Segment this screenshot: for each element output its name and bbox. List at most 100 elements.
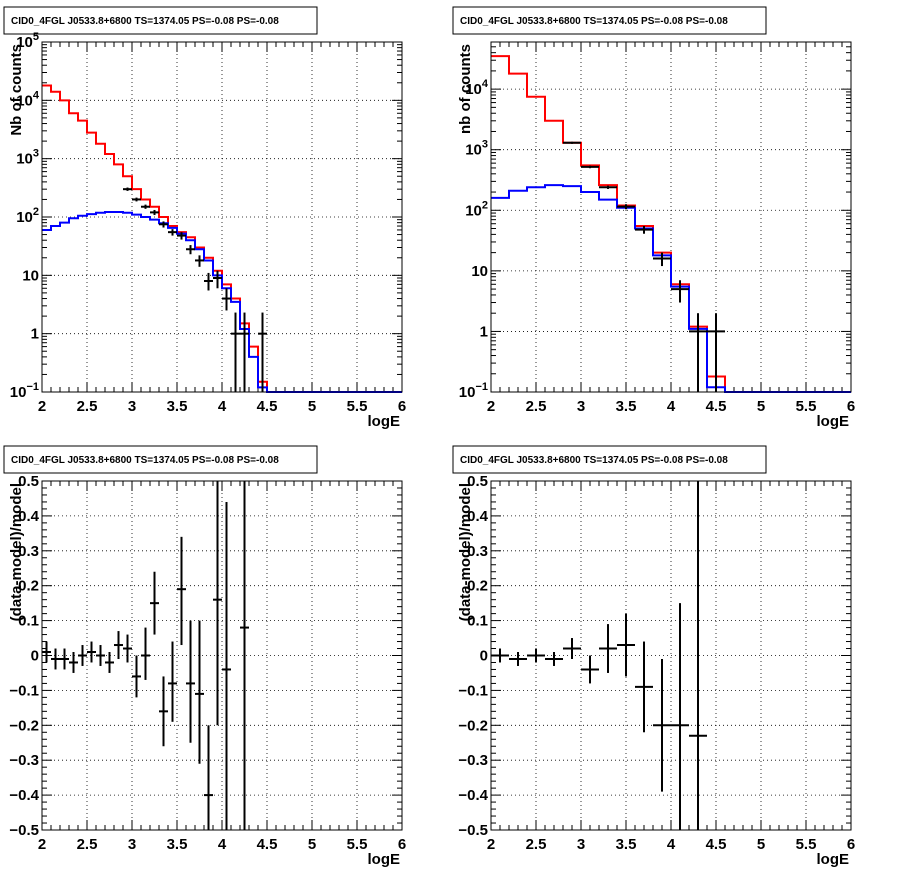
data-point [186,245,195,255]
data-point [599,185,617,189]
y-tick-label: 0.4 [467,508,489,525]
data-point [168,641,177,722]
y-tick-label: 10−1 [459,381,488,401]
chart-panel-3: CID0_4FGL J0533.8+6800 TS=1374.05 PS=-0.… [3,445,406,868]
x-tick-label: 4.5 [257,836,278,853]
y-tick-label: 0.1 [18,613,39,630]
y-tick-label: −0.1 [9,682,39,699]
x-axis-label: logE [368,851,401,868]
x-tick-label: 3.5 [616,398,637,415]
y-tick-label: 0.5 [467,473,488,490]
x-tick-label: 5.5 [796,836,817,853]
y-tick-label: 0.1 [467,613,488,630]
y-tick-label: −0.5 [9,822,39,839]
x-tick-label: 2.5 [526,398,547,415]
data-point [132,655,141,698]
data-point [150,571,159,635]
y-tick-label: 10−1 [10,381,39,401]
x-tick-label: 6 [398,398,406,415]
y-tick-label: −0.2 [9,717,39,734]
x-tick-label: 5.5 [796,398,817,415]
data-point [213,270,222,289]
y-tick-label: −0.4 [9,787,39,804]
title-box [3,6,318,35]
data-point [141,204,150,209]
x-tick-label: 4.5 [257,398,278,415]
data-point [671,280,689,303]
data-point [545,652,563,666]
x-tick-label: 3 [128,836,136,853]
y-tick-label: −0.1 [458,682,488,699]
data-point [213,481,222,726]
plot-frame [490,480,852,831]
data-point [150,209,159,216]
x-tick-label: 5 [757,836,765,853]
x-tick-label: 4 [218,398,227,415]
title-box [3,445,318,474]
data-point [96,645,105,666]
data-point [240,481,249,830]
data-point [689,481,707,830]
y-tick-label: −0.3 [458,752,488,769]
data-point [204,725,213,830]
y-tick-label: 10 [471,263,488,280]
x-tick-label: 5 [308,836,316,853]
data-point [635,226,653,234]
y-tick-label: 1 [31,326,39,343]
y-tick-label: 102 [465,199,488,219]
x-tick-label: 6 [847,398,855,415]
data-point [509,652,527,666]
data-point [222,288,231,311]
data-point [123,634,132,663]
y-tick-label: 0.5 [18,473,39,490]
data-point [617,613,635,677]
data-point [141,627,150,680]
x-axis-label: logE [817,851,850,868]
data-point [222,501,231,830]
x-tick-label: 3.5 [167,836,188,853]
x-tick-label: 3.5 [616,836,637,853]
data-point [69,652,78,673]
x-tick-label: 5.5 [347,836,368,853]
y-tick-label: 0.2 [467,578,488,595]
data-point [581,165,599,169]
y-axis-label: Nb of counts [8,44,25,136]
data-point [60,648,69,670]
plot-frame [490,41,852,393]
data-point [258,312,267,392]
x-tick-label: 2 [38,836,46,853]
x-tick-label: 4.5 [706,398,727,415]
y-tick-label: 0 [31,648,39,665]
x-tick-label: 5.5 [347,398,368,415]
y-tick-label: 1 [480,323,488,340]
x-axis-label: logE [817,413,850,430]
y-tick-label: 0.2 [18,578,39,595]
x-tick-label: 2 [487,836,495,853]
y-tick-label: 0.4 [18,508,40,525]
y-tick-label: −0.4 [458,787,488,804]
x-tick-label: 6 [847,836,855,853]
chart-panel-2: CID0_4FGL J0533.8+6800 TS=1374.05 PS=-0.… [452,6,855,430]
x-tick-label: 2 [38,398,46,415]
data-point [671,603,689,830]
data-point [168,229,177,236]
y-axis-label: nb of counts [457,44,474,134]
x-tick-label: 4 [218,836,227,853]
data-point [186,620,195,743]
x-tick-label: 3 [577,836,585,853]
data-point [177,536,186,646]
plot-frame [41,480,403,831]
data-point [581,655,599,684]
data-point [689,313,707,392]
data-point [42,641,51,663]
y-tick-label: 0.3 [18,543,39,560]
y-tick-label: 0.3 [467,543,488,560]
data-point [563,141,581,144]
data-point [78,645,87,666]
title-box [452,445,767,474]
data-point [653,658,671,792]
data-point [159,676,168,747]
x-tick-label: 2 [487,398,495,415]
data-point [599,624,617,673]
y-tick-label: 102 [16,206,39,226]
